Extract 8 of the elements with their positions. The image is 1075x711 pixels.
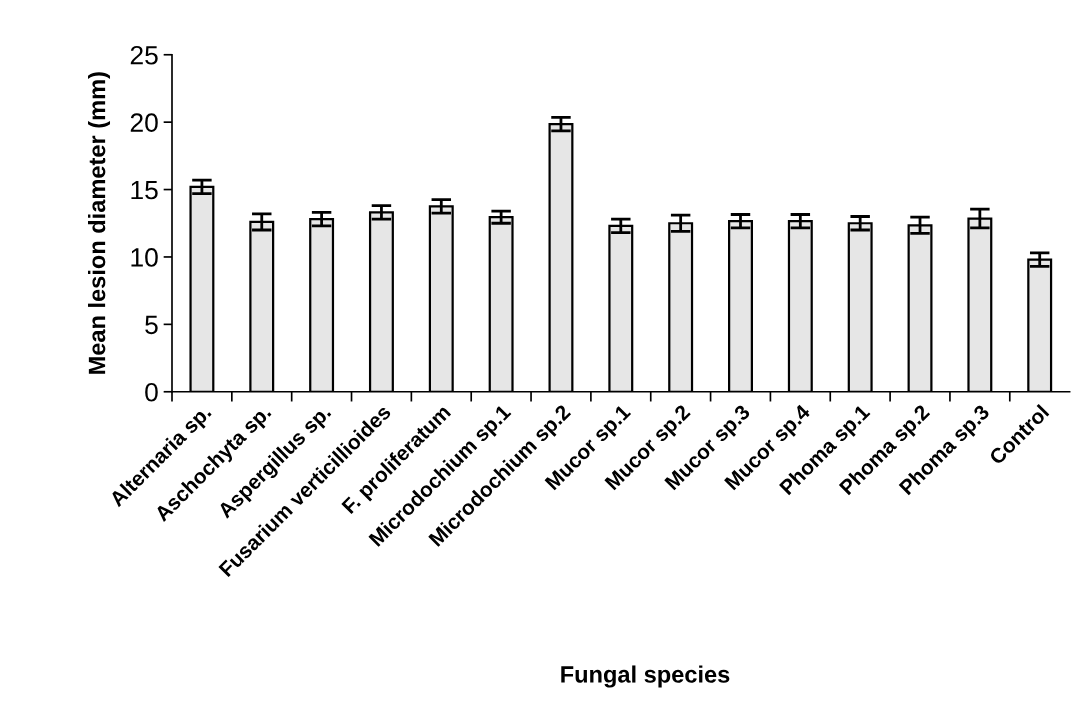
y-tick-label: 5: [145, 315, 158, 335]
y-axis-title: Mean lesion diameter (mm): [88, 72, 111, 374]
y-tick-label: 20: [130, 113, 158, 132]
y-tick-label: 0: [145, 382, 158, 402]
y-tick-label: 10: [131, 248, 158, 267]
y-tick-label: 25: [130, 45, 158, 65]
x-axis-title: Fungal species: [561, 665, 730, 688]
y-tick-label: 15: [131, 180, 158, 200]
